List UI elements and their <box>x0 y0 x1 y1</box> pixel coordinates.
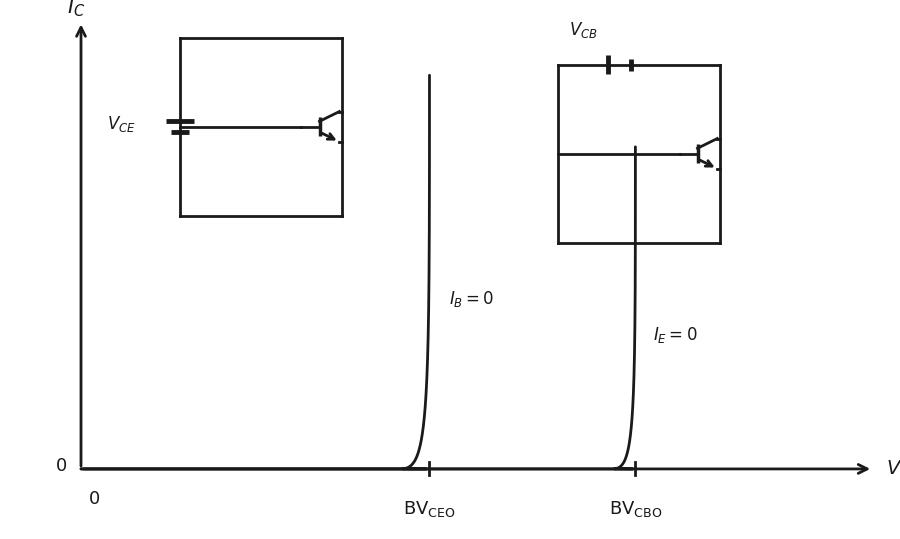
Text: $I_B = 0$: $I_B = 0$ <box>449 289 494 309</box>
Text: $I_E = 0$: $I_E = 0$ <box>652 324 698 345</box>
Text: 0: 0 <box>89 490 100 508</box>
Text: $V_{CE}$: $V_{CE}$ <box>886 458 900 480</box>
Text: $V_{CE}$: $V_{CE}$ <box>107 114 136 134</box>
Text: 0: 0 <box>56 457 68 475</box>
Text: $V_{CB}$: $V_{CB}$ <box>569 20 598 40</box>
Text: $\mathrm{BV_{CEO}}$: $\mathrm{BV_{CEO}}$ <box>403 499 456 519</box>
Text: $I_C$: $I_C$ <box>68 0 86 19</box>
Text: $\mathrm{BV_{CBO}}$: $\mathrm{BV_{CBO}}$ <box>608 499 662 519</box>
